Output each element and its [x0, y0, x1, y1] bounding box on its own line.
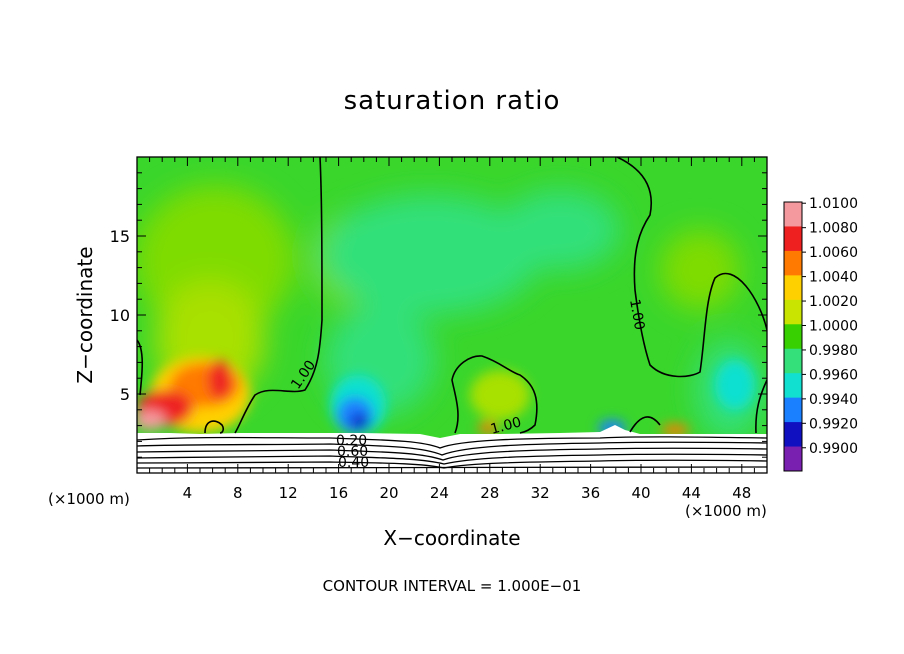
contour-label: 0.60: [337, 444, 368, 460]
y-tick-label: 15: [110, 227, 130, 246]
colorbar-swatch: [784, 348, 802, 374]
colorbar-swatch: [784, 324, 802, 350]
blob-pink: [137, 410, 166, 430]
colorbar-label: 0.9980: [809, 343, 858, 359]
x-tick-label: 44: [682, 484, 701, 502]
colorbar-label: 1.0000: [809, 318, 858, 334]
terrain-contours: [137, 436, 767, 469]
colorbar: 1.0100 1.0080 1.0060 1.0040 1.0020 1.0000 0.99…: [783, 196, 858, 472]
contour-loop-40: [629, 416, 661, 433]
x-tick-label: 48: [732, 484, 751, 502]
contour-right-edge: [755, 379, 767, 434]
x-tick-label: 20: [379, 484, 398, 502]
colorbar-swatch: [784, 275, 802, 301]
colorbar-label: 0.9940: [809, 392, 858, 408]
contour-label-group: 1.00 1.00 1.00 0.20 0.60 0.40: [288, 298, 647, 471]
x-tick-label: 4: [183, 484, 193, 502]
contour-label: 1.00: [489, 414, 523, 438]
colorbar-label: 1.0080: [809, 221, 858, 237]
contour-1.00-right: [616, 157, 767, 378]
blob-center-green: [320, 195, 540, 315]
colorbar-label: 0.9960: [809, 367, 858, 383]
contour-left-edge: [137, 339, 144, 396]
y-tick-label: 10: [110, 306, 130, 325]
contour-1.00-left: [234, 157, 323, 434]
axis-ticks: [137, 157, 767, 473]
contour-label: 1.00: [626, 298, 647, 331]
colorbar-swatch: [784, 250, 802, 276]
x-unit-label-right: (×1000 m): [685, 502, 767, 520]
contour-label: 0.20: [336, 433, 367, 449]
contour-small-loop: [204, 420, 225, 434]
x-tick-label: 28: [480, 484, 499, 502]
colorbar-label: 1.0100: [809, 196, 858, 212]
contour-1.00-mid: [451, 355, 538, 434]
contour-label: 0.40: [338, 455, 369, 471]
blob-right-cyan: [715, 360, 755, 410]
colorbar-label: 0.9900: [809, 441, 858, 457]
colorbar-swatch: [784, 446, 802, 472]
blob-right-green: [500, 190, 620, 270]
colorbar-swatch: [784, 397, 802, 423]
x-tick-label: 32: [531, 484, 550, 502]
colorbar-swatch: [784, 226, 802, 252]
contour-interval-note: CONTOUR INTERVAL = 1.000E−01: [322, 577, 582, 595]
blob-yellowgreen-28: [470, 370, 530, 420]
field-layer: 1.00 1.00 1.00 0.20 0.60 0.40: [137, 157, 767, 473]
colorbar-frame: [783, 201, 803, 472]
blob-red-small: [208, 360, 232, 400]
x-unit-label-left: (×1000 m): [48, 490, 130, 508]
colorbar-swatch: [784, 202, 802, 227]
colorbar-swatch: [784, 299, 802, 325]
chart-title: saturation ratio: [343, 86, 561, 116]
colorbar-swatch: [784, 422, 802, 448]
colorbar-swatch: [784, 373, 802, 399]
x-tick-label: 8: [233, 484, 243, 502]
contour-lines: [137, 157, 767, 434]
x-tick-label: 24: [430, 484, 449, 502]
colorbar-label: 1.0020: [809, 294, 858, 310]
x-tick-label: 40: [631, 484, 650, 502]
blob-orange-44: [661, 424, 689, 436]
colorbar-label: 1.0060: [809, 245, 858, 261]
blob-orange-28: [478, 422, 498, 434]
blob-darkblue: [350, 414, 370, 430]
x-tick-label: 16: [329, 484, 348, 502]
field-features: [137, 357, 755, 436]
x-tick-label: 12: [279, 484, 298, 502]
colorbar-label: 1.0040: [809, 270, 858, 286]
y-tick-label: 5: [120, 385, 130, 404]
x-axis-label: X−coordinate: [383, 526, 521, 550]
x-tick-label: 36: [581, 484, 600, 502]
blob-right-upper: [660, 230, 740, 310]
colorbar-label: 0.9920: [809, 416, 858, 432]
